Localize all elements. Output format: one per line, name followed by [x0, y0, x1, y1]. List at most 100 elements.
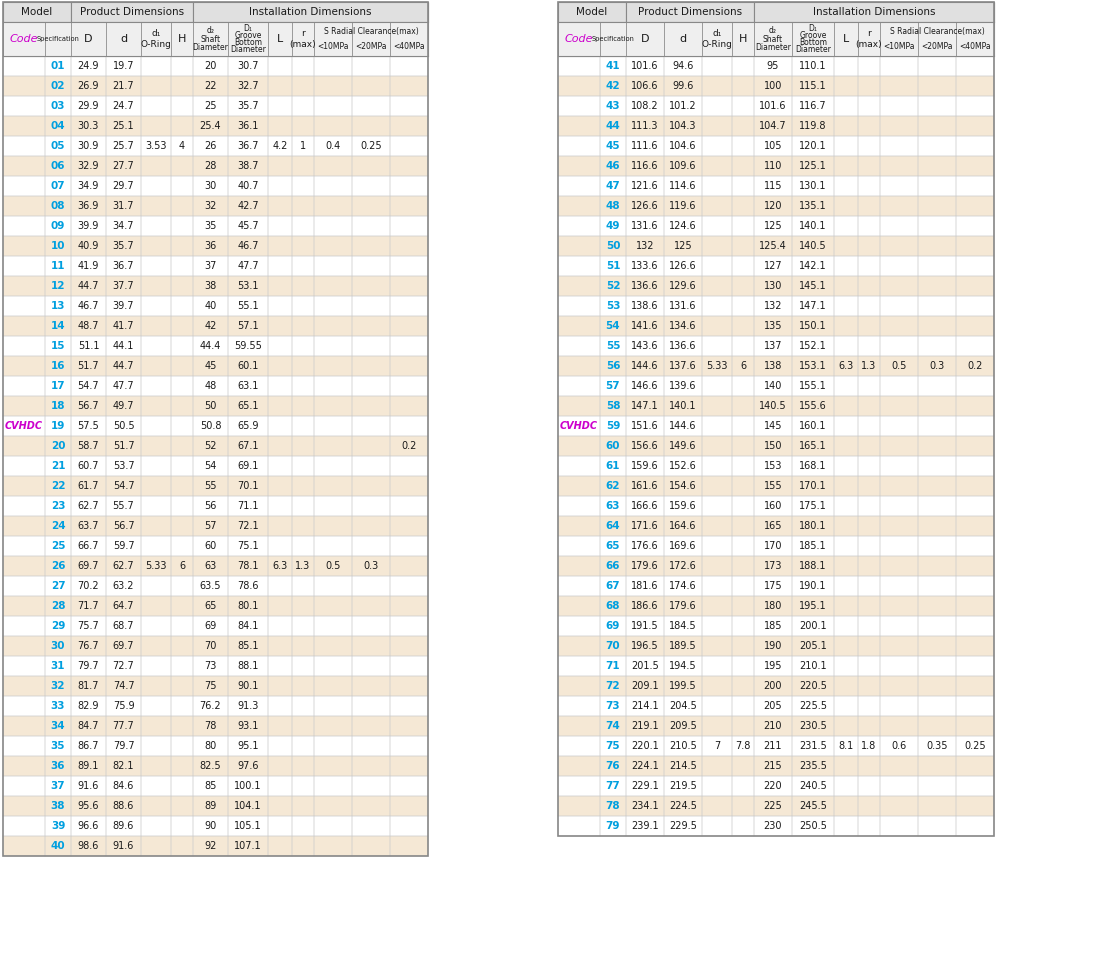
- Bar: [956, 356, 993, 376]
- Text: 181.6: 181.6: [632, 581, 658, 591]
- Bar: [352, 676, 390, 696]
- Bar: [228, 136, 268, 156]
- Bar: [834, 716, 858, 736]
- Bar: [352, 736, 390, 756]
- Text: 229.1: 229.1: [632, 781, 659, 791]
- Bar: [3, 596, 46, 616]
- Text: 52: 52: [606, 281, 620, 291]
- Bar: [71, 676, 105, 696]
- Bar: [731, 96, 754, 116]
- Bar: [626, 22, 664, 56]
- Bar: [558, 516, 993, 536]
- Text: 179.6: 179.6: [632, 561, 659, 571]
- Bar: [918, 636, 956, 656]
- Bar: [193, 2, 428, 22]
- Text: 49: 49: [606, 221, 620, 231]
- Bar: [858, 296, 880, 316]
- Bar: [193, 536, 228, 556]
- Bar: [105, 56, 141, 76]
- Text: 55: 55: [204, 481, 216, 491]
- Bar: [3, 22, 46, 56]
- Text: 185.1: 185.1: [799, 541, 827, 551]
- Bar: [3, 196, 46, 216]
- Bar: [268, 756, 292, 776]
- Bar: [228, 676, 268, 696]
- Bar: [834, 396, 858, 416]
- Bar: [664, 496, 702, 516]
- Bar: [141, 496, 171, 516]
- Bar: [314, 136, 352, 156]
- Bar: [390, 816, 428, 836]
- Bar: [352, 756, 390, 776]
- Bar: [390, 296, 428, 316]
- Bar: [171, 156, 193, 176]
- Bar: [754, 656, 793, 676]
- Text: 156.6: 156.6: [632, 441, 659, 451]
- Bar: [171, 516, 193, 536]
- Bar: [858, 336, 880, 356]
- Bar: [292, 116, 314, 136]
- Bar: [3, 376, 428, 396]
- Bar: [3, 516, 46, 536]
- Text: 153: 153: [764, 461, 783, 471]
- Bar: [702, 76, 731, 96]
- Text: 58: 58: [606, 401, 620, 411]
- Bar: [558, 196, 993, 216]
- Bar: [880, 596, 918, 616]
- Bar: [918, 336, 956, 356]
- Bar: [46, 556, 71, 576]
- Bar: [314, 696, 352, 716]
- Text: 50: 50: [204, 401, 216, 411]
- Bar: [228, 476, 268, 496]
- Text: 161.6: 161.6: [632, 481, 658, 491]
- Bar: [292, 22, 314, 56]
- Bar: [292, 196, 314, 216]
- Text: 66: 66: [606, 561, 620, 571]
- Text: 26: 26: [204, 141, 216, 151]
- Text: 79: 79: [606, 821, 620, 831]
- Bar: [834, 696, 858, 716]
- Text: 153.1: 153.1: [799, 361, 827, 371]
- Bar: [228, 276, 268, 296]
- Bar: [314, 716, 352, 736]
- Bar: [193, 216, 228, 236]
- Bar: [731, 176, 754, 196]
- Text: 89.6: 89.6: [113, 821, 134, 831]
- Text: 149.6: 149.6: [669, 441, 697, 451]
- Bar: [793, 336, 834, 356]
- Bar: [141, 616, 171, 636]
- Bar: [352, 336, 390, 356]
- Bar: [918, 56, 956, 76]
- Bar: [793, 696, 834, 716]
- Bar: [731, 616, 754, 636]
- Bar: [731, 22, 754, 56]
- Bar: [352, 476, 390, 496]
- Bar: [292, 276, 314, 296]
- Bar: [228, 196, 268, 216]
- Bar: [71, 436, 105, 456]
- Bar: [601, 456, 626, 476]
- Bar: [314, 236, 352, 256]
- Bar: [601, 116, 626, 136]
- Bar: [105, 456, 141, 476]
- Bar: [858, 456, 880, 476]
- Text: 53: 53: [606, 301, 620, 311]
- Bar: [956, 56, 993, 76]
- Text: 168.1: 168.1: [799, 461, 827, 471]
- Bar: [46, 316, 71, 336]
- Bar: [834, 56, 858, 76]
- Bar: [702, 636, 731, 656]
- Text: D: D: [84, 34, 93, 44]
- Bar: [268, 156, 292, 176]
- Bar: [193, 476, 228, 496]
- Bar: [956, 396, 993, 416]
- Bar: [71, 476, 105, 496]
- Text: 101.6: 101.6: [632, 61, 658, 71]
- Text: 145.1: 145.1: [799, 281, 827, 291]
- Bar: [390, 836, 428, 856]
- Text: 31: 31: [51, 661, 65, 671]
- Bar: [292, 576, 314, 596]
- Bar: [46, 196, 71, 216]
- Bar: [793, 116, 834, 136]
- Bar: [702, 176, 731, 196]
